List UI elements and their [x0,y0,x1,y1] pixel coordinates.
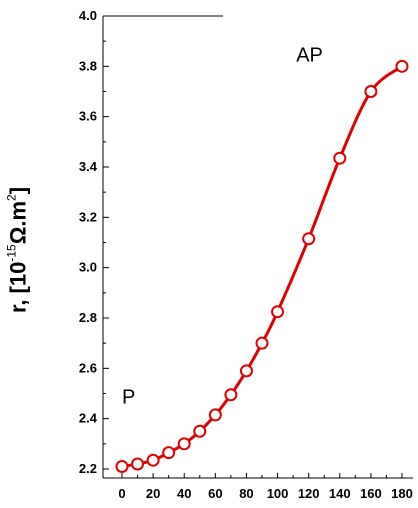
data-point [210,409,221,420]
x-tick-label: 120 [298,486,320,501]
x-tick-label: 160 [360,486,382,501]
data-point [241,365,252,376]
y-axis-label: r, [10-15Ω.m2] [5,187,32,313]
annotations: AP P [122,44,323,408]
data-point [179,438,190,449]
x-tick-label: 40 [177,486,191,501]
data-point [225,389,236,400]
x-tick-label: 140 [329,486,351,501]
y-axis-label-unit-power: 2 [5,194,19,201]
series-markers [117,61,408,472]
y-tick-label: 3.2 [79,209,97,224]
y-tick-label: 2.2 [79,461,97,476]
x-tick-label: 20 [146,486,160,501]
series-line-group [122,66,402,466]
y-tick-label: 2.4 [79,411,98,426]
y-axis-label-exponent: -15 [5,244,19,261]
data-point [334,153,345,164]
y-axis-label-prefix: r, [10 [6,262,31,313]
axes [103,16,413,478]
x-tick-label: 0 [118,486,125,501]
data-point [194,426,205,437]
y-tick-label: 3.6 [79,109,97,124]
data-point [257,338,268,349]
y-tick-label: 2.8 [79,310,97,325]
data-point [272,306,283,317]
y-axis-label-unit: Ω.m [6,201,31,244]
x-tick-label: 60 [208,486,222,501]
data-point [163,447,174,458]
data-point [397,61,408,72]
data-point [303,233,314,244]
data-point [132,458,143,469]
ticks: 2.2 2.4 2.6 2.8 3.0 3.2 3.4 3.6 3.8 4.0 0 20 40 60 80 1… [79,8,413,501]
x-tick-label: 80 [239,486,253,501]
annotation-p: P [122,387,135,409]
data-point [117,461,128,472]
data-point [148,455,159,466]
x-tick-label: 100 [267,486,289,501]
annotation-ap: AP [296,44,323,66]
y-tick-label: 3.4 [79,159,98,174]
y-tick-label: 3.0 [79,260,97,275]
data-point [365,86,376,97]
y-tick-label: 4.0 [79,8,97,23]
y-tick-label: 2.6 [79,360,97,375]
y-axis-label-close: ] [6,187,31,194]
x-tick-label: 180 [391,486,413,501]
series-line [122,66,402,466]
y-tick-label: 3.8 [79,58,97,73]
